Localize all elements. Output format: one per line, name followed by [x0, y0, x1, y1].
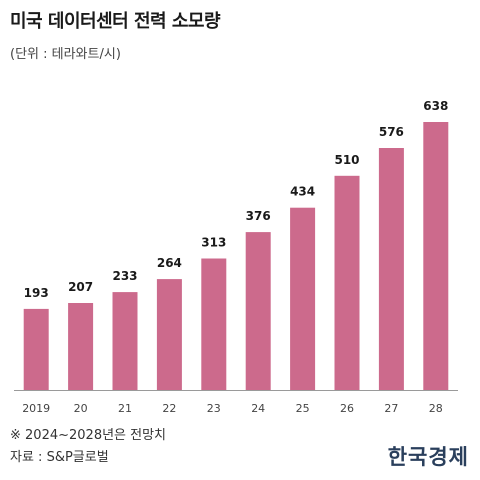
data-label-27: 576 — [379, 125, 404, 139]
x-tick-label-24: 24 — [251, 402, 265, 415]
data-label-28: 638 — [423, 99, 448, 113]
bar-28 — [423, 122, 449, 390]
x-tick-label-20: 20 — [74, 402, 88, 415]
data-label-23: 313 — [201, 236, 226, 250]
data-label-22: 264 — [157, 256, 182, 270]
data-label-26: 510 — [334, 153, 359, 167]
publisher-logo: 한국경제 — [387, 444, 469, 469]
bar-26 — [334, 175, 360, 390]
bar-25 — [290, 207, 316, 390]
bar-20 — [68, 303, 94, 390]
bar-21 — [112, 292, 138, 390]
forecast-footnote: ※ 2024~2028년은 전망치 — [10, 428, 167, 443]
x-tick-label-26: 26 — [340, 402, 354, 415]
unit-label: (단위 : 테라와트/시) — [10, 47, 121, 62]
x-tick-label-25: 25 — [296, 402, 310, 415]
data-label-20: 207 — [68, 280, 93, 294]
x-tick-label-27: 27 — [384, 402, 398, 415]
x-tick-label-28: 28 — [429, 402, 443, 415]
bar-22 — [156, 279, 182, 390]
bar-24 — [245, 232, 271, 390]
x-tick-label-23: 23 — [207, 402, 221, 415]
data-label-2019: 193 — [24, 286, 49, 300]
data-label-21: 233 — [112, 269, 137, 283]
bar-2019 — [23, 308, 49, 390]
x-tick-label-2019: 2019 — [22, 402, 50, 415]
bar-23 — [201, 258, 227, 390]
bar-27 — [378, 148, 404, 390]
chart-title: 미국 데이터센터 전력 소모량 — [10, 11, 221, 32]
x-tick-label-21: 21 — [118, 402, 132, 415]
bar-chart: 193 207 233 264 313 376 434 510 576 638 2019 20 21 2… — [14, 99, 458, 415]
source-note: 자료 : S&P글로벌 — [10, 450, 109, 465]
data-label-24: 376 — [246, 209, 271, 223]
x-tick-label-22: 22 — [162, 402, 176, 415]
data-label-25: 434 — [290, 185, 315, 199]
